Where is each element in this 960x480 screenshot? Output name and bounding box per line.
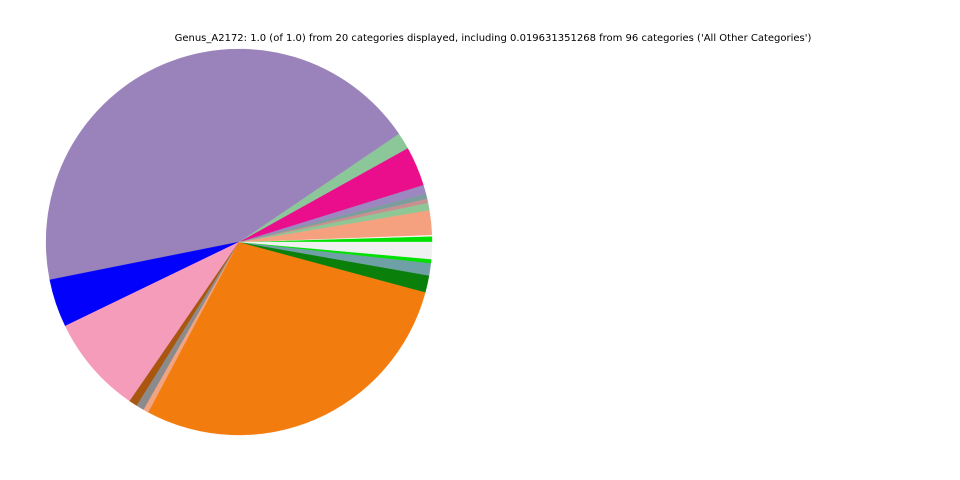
pie-slice-whitesmoke-wedge — [238, 241, 433, 260]
pie-slice-pink — [65, 241, 240, 402]
pie-slice-orange-large — [148, 241, 426, 436]
pie-chart — [45, 48, 433, 436]
chart-title: Genus_A2172: 1.0 (of 1.0) from 20 catego… — [174, 33, 812, 44]
pie-slice-purple-large — [45, 48, 400, 281]
